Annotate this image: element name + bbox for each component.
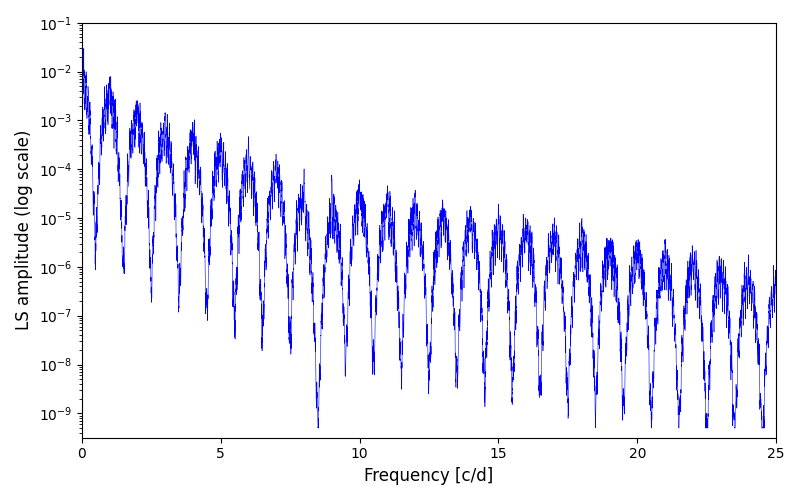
X-axis label: Frequency [c/d]: Frequency [c/d] — [364, 467, 494, 485]
Y-axis label: LS amplitude (log scale): LS amplitude (log scale) — [15, 130, 33, 330]
